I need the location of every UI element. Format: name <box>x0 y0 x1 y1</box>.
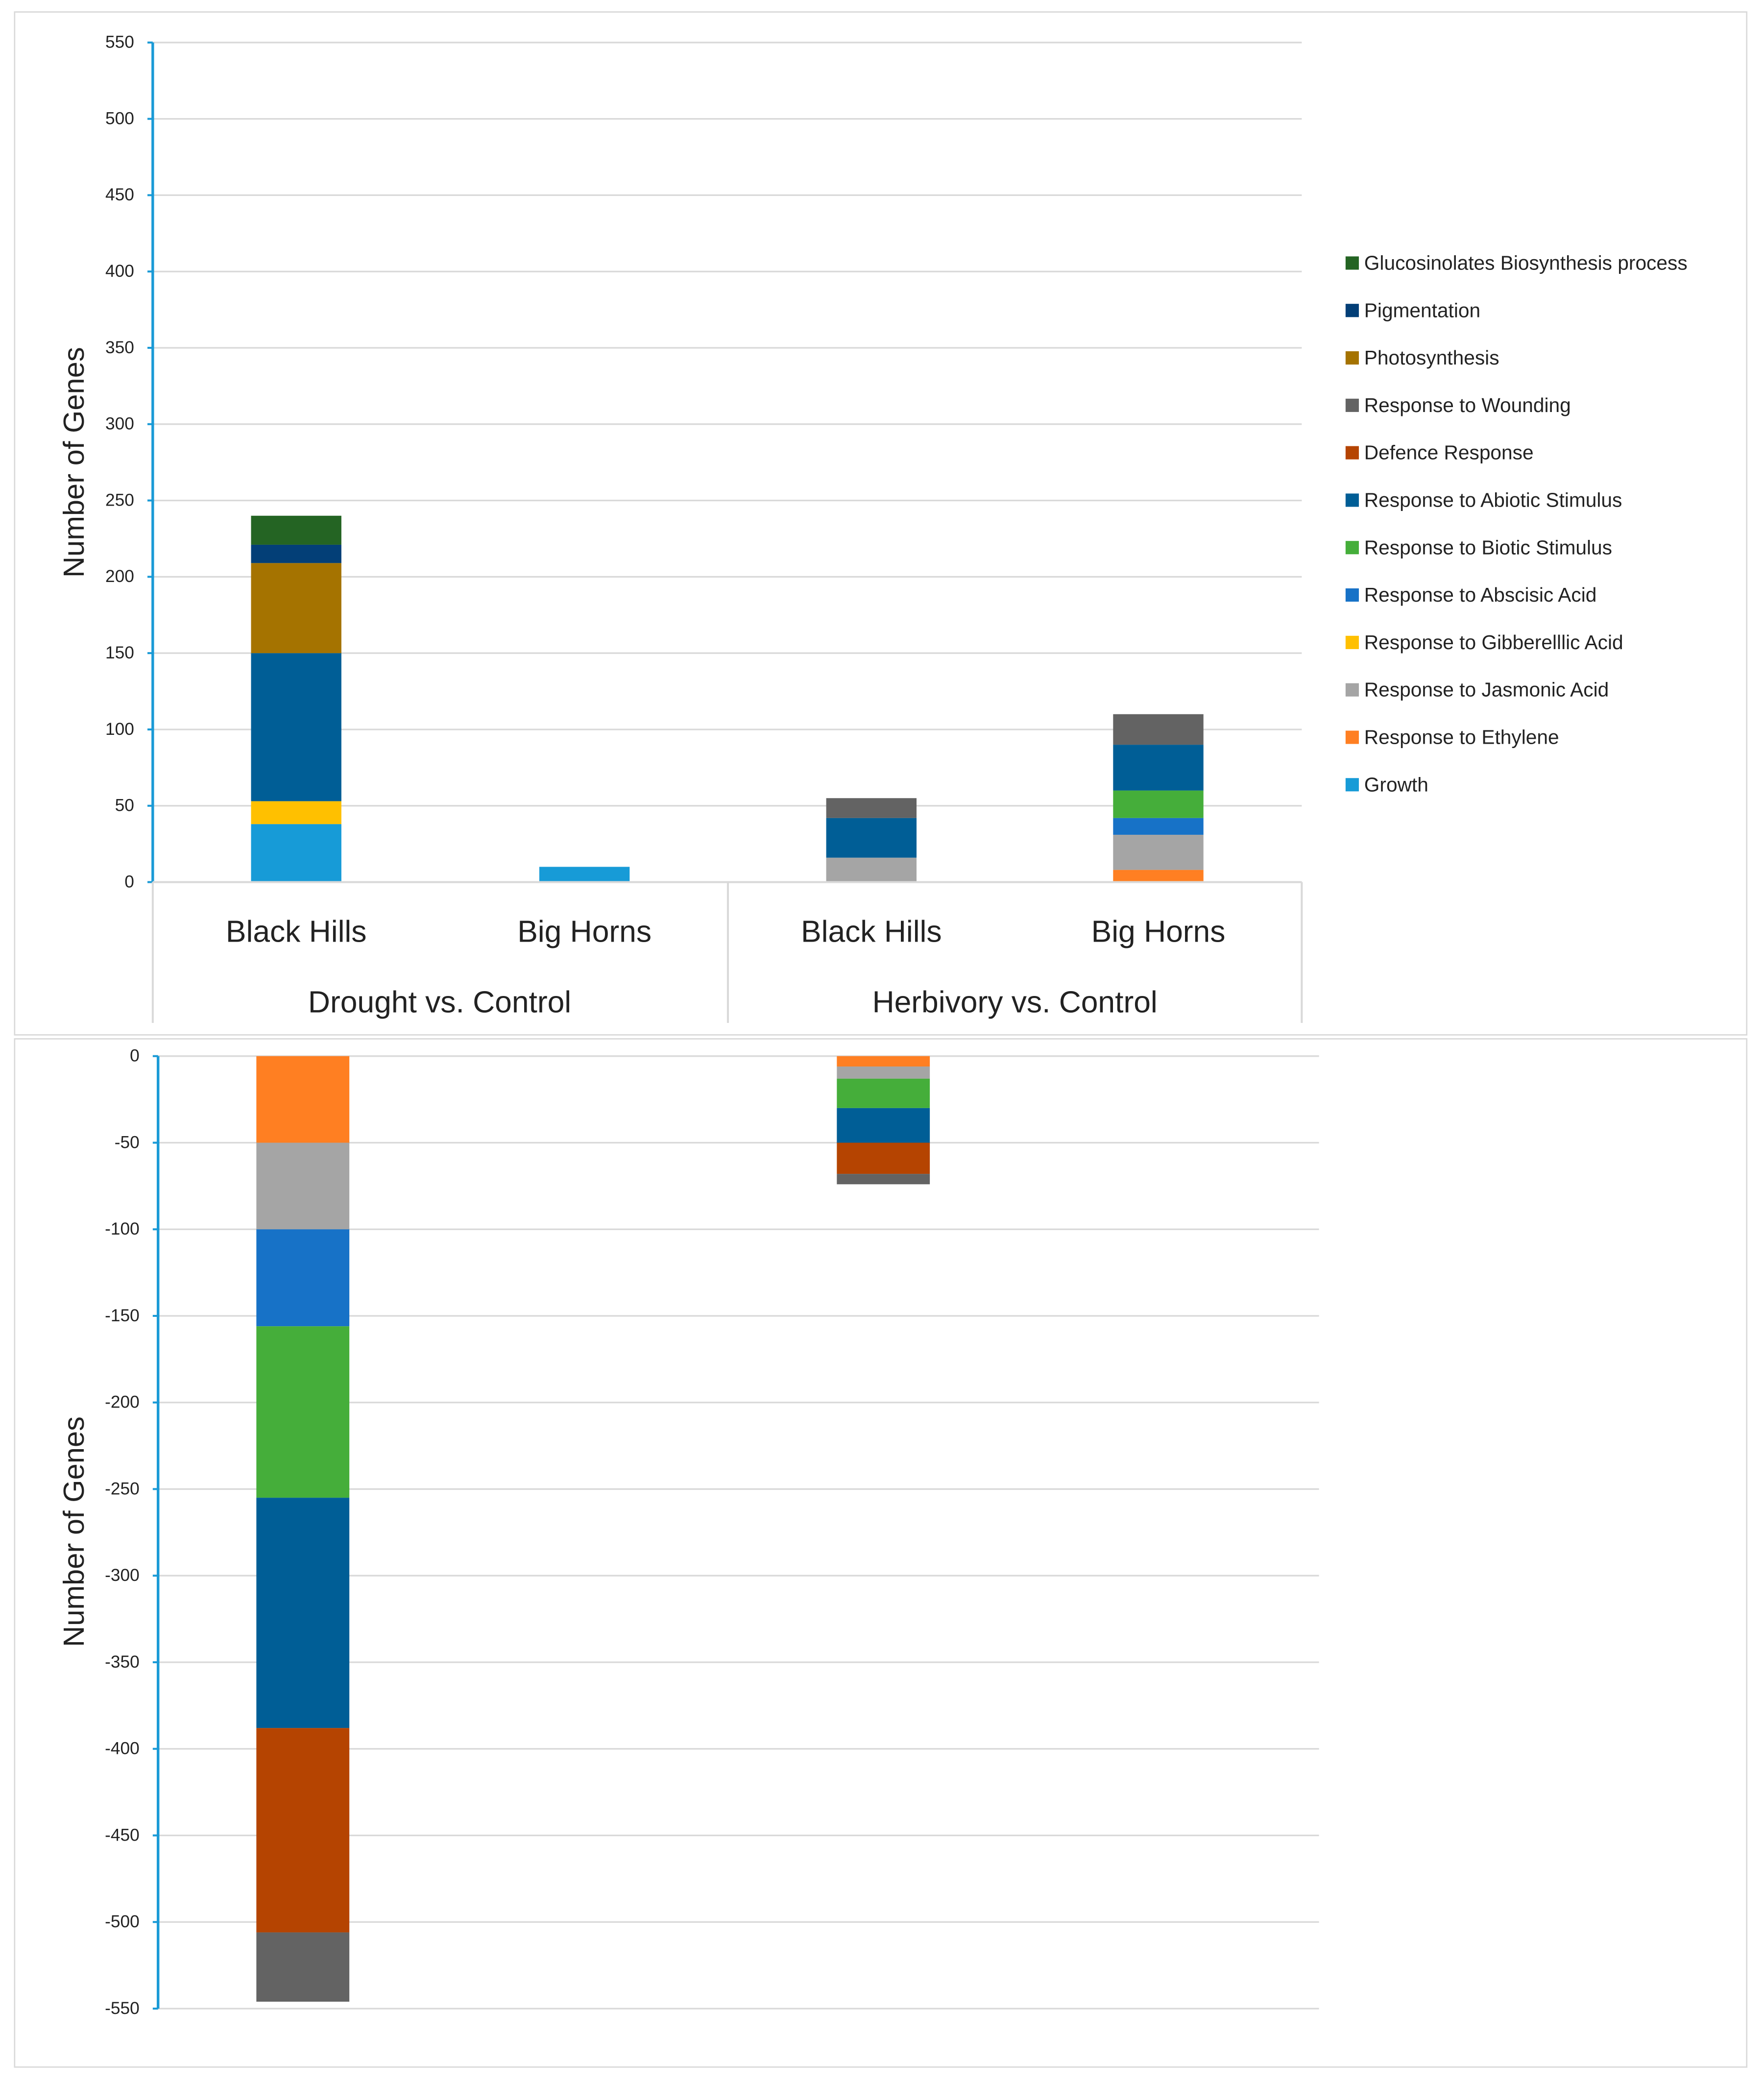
legend-entry: Growth <box>1364 773 1428 796</box>
y-tick-label: -250 <box>105 1479 140 1498</box>
y-tick-label: -550 <box>105 1999 140 2018</box>
bar-segment <box>256 1932 350 2002</box>
bar-segment <box>251 563 341 654</box>
bar-segment <box>256 1498 350 1728</box>
y-tick-label: 0 <box>130 1046 140 1066</box>
legend-swatch <box>1345 588 1359 602</box>
bar-segment <box>256 1142 350 1230</box>
bar-segment <box>539 867 630 882</box>
bar-segment <box>256 1229 350 1327</box>
y-tick-label: -300 <box>105 1566 140 1585</box>
bar-segment <box>251 653 341 801</box>
legend-swatch <box>1345 446 1359 460</box>
legend-entry: Photosynthesis <box>1364 346 1499 369</box>
bar-segment <box>1113 745 1204 791</box>
y-tick-label: 50 <box>115 796 134 815</box>
legend-swatch <box>1345 398 1359 412</box>
legend-swatch <box>1345 683 1359 697</box>
legend-entry: Response to Abscisic Acid <box>1364 583 1597 606</box>
y-tick-label: -200 <box>105 1393 140 1412</box>
x-tick-label: Black Hills <box>801 915 942 949</box>
y-tick-label: 300 <box>105 414 134 434</box>
bar-segment <box>826 798 917 818</box>
legend-swatch <box>1345 351 1359 365</box>
legend-swatch <box>1345 304 1359 317</box>
bar-segment <box>251 824 341 882</box>
y-tick-label: 100 <box>105 720 134 739</box>
legend-swatch <box>1345 493 1359 507</box>
y-tick-label: -350 <box>105 1652 140 1672</box>
x-tick-label: Black Hills <box>226 915 367 949</box>
group-label: Drought vs. Control <box>308 985 571 1019</box>
y-tick-label: -400 <box>105 1739 140 1758</box>
y-tick-label: 350 <box>105 338 134 357</box>
legend-entry: Response to Biotic Stimulus <box>1364 536 1612 558</box>
y-tick-label: 400 <box>105 262 134 281</box>
bar-segment <box>837 1108 930 1143</box>
legend-entry: Response to Abiotic Stimulus <box>1364 489 1622 511</box>
legend-entry: Response to Jasmonic Acid <box>1364 679 1609 701</box>
bar-segment <box>837 1078 930 1108</box>
bar-segment <box>826 818 917 858</box>
bar-segment <box>256 1728 350 1933</box>
y-tick-label: -50 <box>115 1133 140 1152</box>
y-tick-label: -500 <box>105 1912 140 1931</box>
bar-segment <box>256 1056 350 1143</box>
bar-segment <box>837 1066 930 1079</box>
y-tick-label: 500 <box>105 109 134 128</box>
top-chart: 0 50 100 150 200 250 300 350 400 450 500 550 Number … <box>57 33 1688 1023</box>
y-tick-label: -450 <box>105 1825 140 1844</box>
bar-segment <box>837 1056 930 1067</box>
bar-segment <box>1113 790 1204 818</box>
y-tick-label: 0 <box>124 872 134 891</box>
y-tick-label: 250 <box>105 490 134 510</box>
bottom-chart: 0 -50 -100 -150 -200 -250 -300 -350 -400 -450 -500… <box>57 1046 1319 2018</box>
legend-swatch <box>1345 635 1359 649</box>
bar-segment <box>251 544 341 563</box>
legend-swatch <box>1345 730 1359 744</box>
bar-segment <box>826 857 917 882</box>
group-label: Herbivory vs. Control <box>872 985 1158 1019</box>
y-tick-label: -100 <box>105 1219 140 1238</box>
legend-entry: Defence Response <box>1364 441 1534 464</box>
y-tick-label: 550 <box>105 33 134 52</box>
bar-segment <box>837 1174 930 1185</box>
legend-swatch <box>1345 778 1359 792</box>
bar-segment <box>1113 870 1204 882</box>
y-axis-label: Number of Genes <box>57 1416 90 1647</box>
x-tick-label: Big Horns <box>1091 915 1226 949</box>
legend-entry: Glucosinolates Biosynthesis process <box>1364 251 1688 274</box>
legend-entry: Pigmentation <box>1364 299 1480 321</box>
bar-segment <box>256 1326 350 1498</box>
bar-segment <box>251 515 341 545</box>
bar-segment <box>1113 714 1204 745</box>
bar-segment <box>1113 818 1204 835</box>
x-tick-label: Big Horns <box>517 915 652 949</box>
legend-swatch <box>1345 541 1359 555</box>
y-tick-label: 150 <box>105 643 134 662</box>
legend-entry: Response to Gibberelllic Acid <box>1364 631 1623 654</box>
y-tick-label: -150 <box>105 1306 140 1325</box>
y-tick-label: 200 <box>105 567 134 586</box>
legend-swatch <box>1345 256 1359 270</box>
y-tick-label: 450 <box>105 185 134 204</box>
y-axis-label: Number of Genes <box>57 347 90 578</box>
legend-entry: Response to Wounding <box>1364 394 1571 416</box>
legend-entry: Response to Ethylene <box>1364 726 1559 749</box>
bar-segment <box>1113 834 1204 870</box>
bar-segment <box>837 1142 930 1174</box>
bar-segment <box>251 801 341 825</box>
